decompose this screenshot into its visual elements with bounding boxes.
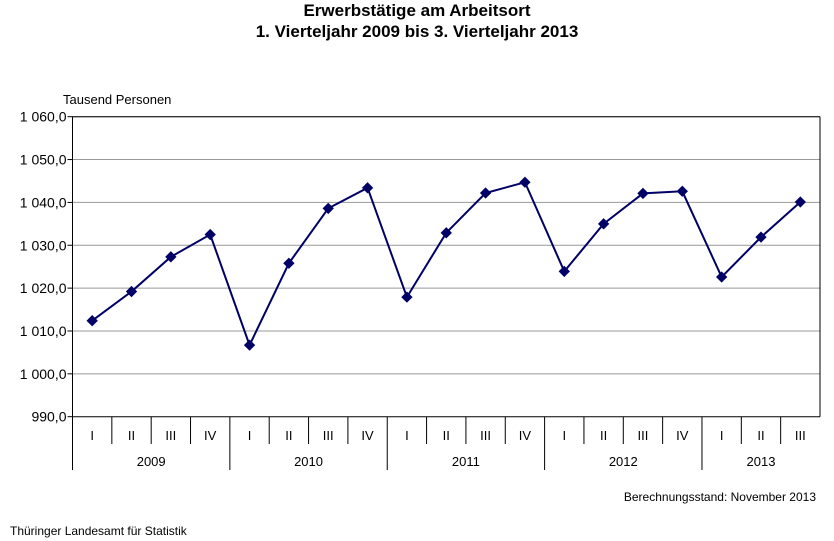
x-tick-label: I [405,428,409,443]
x-tick-label: IV [519,428,532,443]
data-point [243,339,256,351]
data-point [676,185,688,197]
year-label: 2009 [137,454,166,469]
subtitle: 1. Vierteljahr 2009 bis 3. Vierteljahr 2… [255,22,579,41]
data-point [125,285,138,298]
year-label: 2012 [609,454,638,469]
x-tick-label: III [795,428,806,443]
calc-status: Berechnungsstand: November 2013 [623,490,816,504]
data-point [401,291,413,303]
title: Erwerbstätige am Arbeitsort [303,1,531,20]
data-point [361,182,374,194]
y-tick-label: 1 010,0 [20,323,67,339]
y-tick-label: 990,0 [31,409,66,425]
series-line [91,181,801,348]
y-tick-label: 1 030,0 [20,237,67,253]
y-tick-label: 1 040,0 [20,194,67,210]
y-tick-label: 1 050,0 [20,152,67,168]
x-tick-label: IV [676,428,689,443]
x-tick-label: I [562,428,566,443]
data-point [440,227,452,239]
x-tick-label: IV [204,428,217,443]
source-label: Thüringer Landesamt für Statistik [10,524,187,538]
data-point [597,218,610,230]
x-tick-label: I [720,428,724,443]
data-point [479,187,492,199]
year-label: 2011 [452,454,480,469]
x-tick-label: I [248,428,252,443]
x-tick-label: I [90,428,94,443]
data-point [283,257,295,269]
x-tick-label: III [165,428,176,443]
data-point [558,265,570,278]
x-tick-label: III [323,428,334,443]
x-tick-label: III [480,428,491,443]
year-label: 2013 [747,454,776,469]
data-point [519,176,531,188]
year-label: 2010 [294,454,323,469]
y-tick-label: 1 000,0 [20,366,67,382]
data-point [715,271,728,283]
y-tick-label: 1 020,0 [20,280,67,296]
x-tick-label: II [757,428,764,443]
x-tick-label: II [128,428,135,443]
x-tick-label: III [638,428,649,443]
y-axis-label: Tausend Personen [63,92,172,107]
y-tick-label: 1 060,0 [20,109,67,125]
chart-title: Erwerbstätige am Arbeitsort 1. Vierteljah… [0,0,834,42]
x-tick-label: IV [361,428,374,443]
data-point [794,196,806,208]
data-point [755,231,767,243]
x-tick-label: II [285,428,292,443]
x-tick-label: II [443,428,450,443]
data-point [204,228,216,241]
data-point [637,187,649,200]
x-tick-label: II [600,428,607,443]
data-point [322,202,334,215]
